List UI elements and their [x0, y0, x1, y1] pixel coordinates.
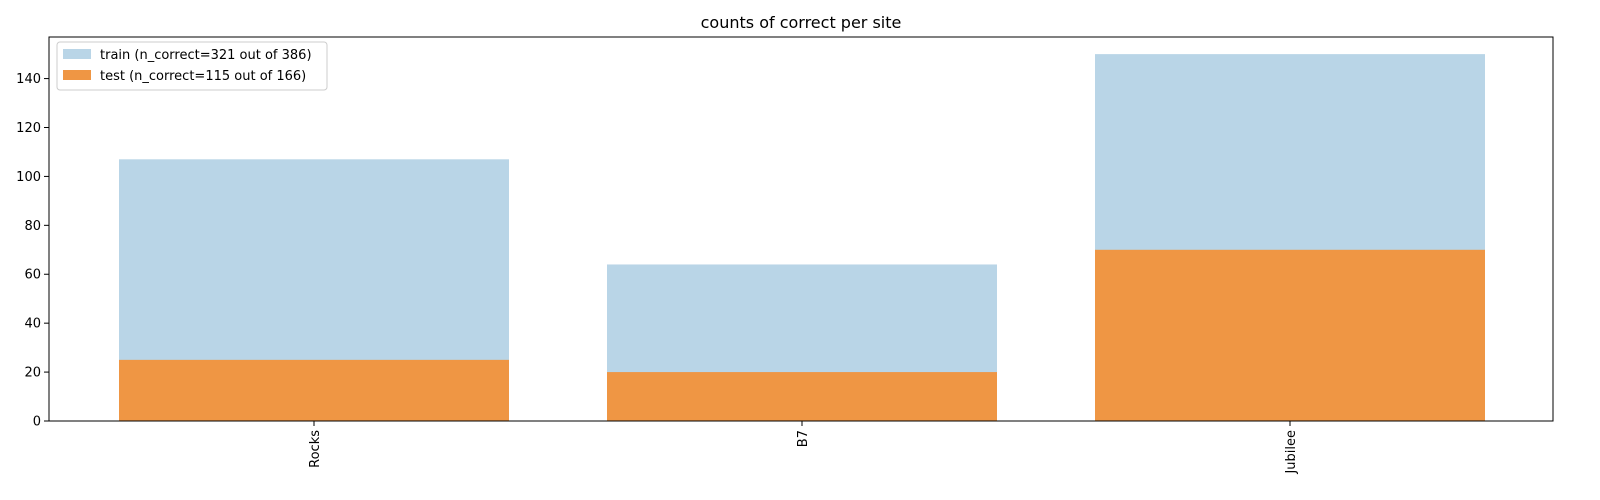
x-axis: Rocks B7 Jubilee: [308, 421, 1299, 475]
y-tick-label: 0: [33, 415, 41, 430]
legend-swatch-train: [63, 49, 91, 59]
y-tick-label: 80: [24, 219, 41, 234]
y-tick-label: 140: [16, 72, 41, 87]
x-tick-label-jubilee: Jubilee: [1284, 430, 1299, 475]
legend-label-train: train (n_correct=321 out of 386): [100, 48, 312, 63]
x-tick-label-b7: B7: [796, 430, 811, 447]
bar-test-jubilee: [1095, 249, 1485, 421]
bars-layer: [119, 54, 1485, 421]
legend: train (n_correct=321 out of 386) test (n…: [56, 41, 328, 91]
y-tick-label: 20: [24, 366, 41, 381]
legend-box: [56, 41, 328, 91]
y-axis: 0 20 40 60 80 100 120 140: [16, 72, 49, 430]
bar-test-rocks: [119, 359, 509, 421]
legend-label-test: test (n_correct=115 out of 166): [100, 69, 306, 84]
y-tick-label: 40: [24, 317, 41, 332]
y-tick-label: 120: [16, 121, 41, 136]
y-tick-label: 60: [24, 268, 41, 283]
chart-title: counts of correct per site: [701, 13, 902, 32]
y-tick-label: 100: [16, 170, 41, 185]
bar-test-b7: [607, 372, 997, 421]
plot-frame: [48, 36, 1554, 422]
x-tick-label-rocks: Rocks: [308, 430, 323, 468]
legend-swatch-test: [63, 70, 91, 80]
